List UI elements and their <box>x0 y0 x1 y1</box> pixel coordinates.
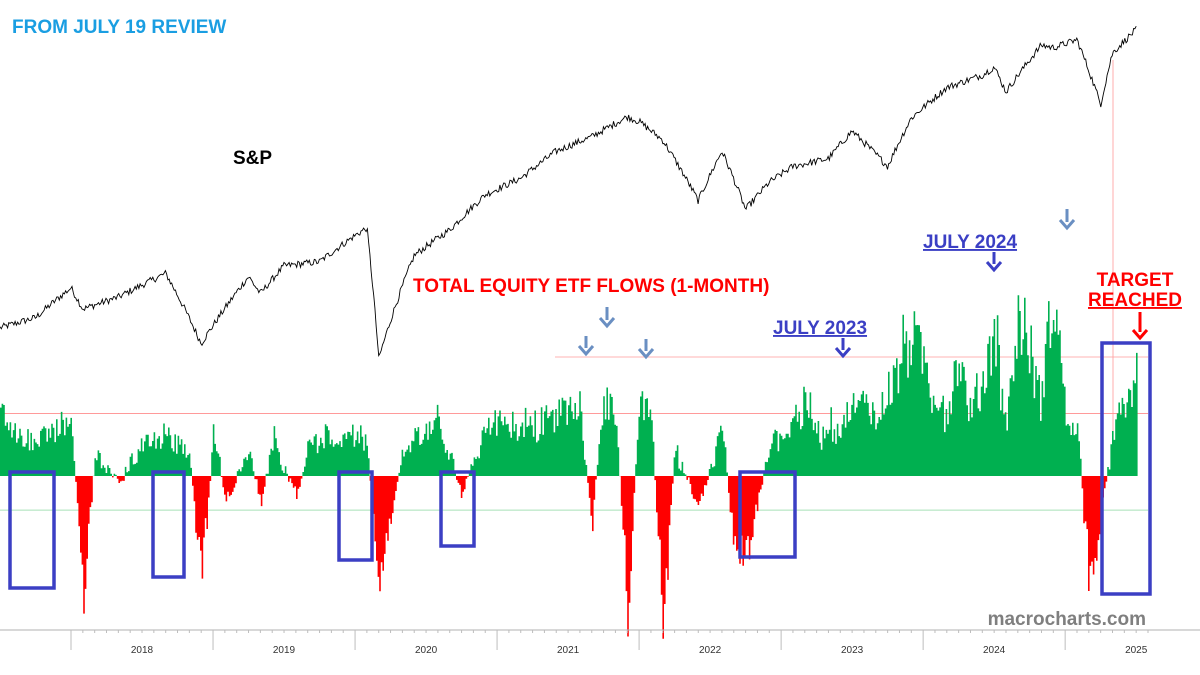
july-2024-label: JULY 2024 <box>923 232 1017 253</box>
x-axis: 2018 2019 2020 2021 2022 2023 2024 2025 <box>0 629 1200 656</box>
year-label-2020: 2020 <box>415 645 438 656</box>
highlight-box-4 <box>439 470 476 548</box>
small-arrow-3 <box>637 339 655 360</box>
year-label-2018: 2018 <box>131 645 154 656</box>
small-arrow-2-head <box>598 317 616 329</box>
highlight-box-1 <box>8 470 56 590</box>
flows-series-label: TOTAL EQUITY ETF FLOWS (1-MONTH) <box>413 276 769 297</box>
watermark: macrocharts.com <box>988 609 1146 630</box>
sp500-line <box>0 25 1137 358</box>
highlight-box-3 <box>337 470 374 562</box>
july-2023-arrow-head <box>834 347 852 359</box>
positive-flow-bars <box>0 295 1138 476</box>
year-label-2023: 2023 <box>841 645 864 656</box>
highlight-boxes <box>8 341 1152 596</box>
sp-series-label: S&P <box>233 148 272 169</box>
highlight-box-6 <box>1100 341 1152 596</box>
target-arrow-head <box>1131 329 1149 341</box>
target-label-line2: REACHED <box>1088 290 1182 311</box>
small-arrow-4-head <box>1058 219 1076 231</box>
negative-flow-bars <box>75 476 1108 639</box>
etf-flows-series <box>0 295 1138 639</box>
small-arrow-3-head <box>637 348 655 360</box>
small-arrow-1 <box>577 336 595 357</box>
year-label-2019: 2019 <box>273 645 296 656</box>
year-label-2025: 2025 <box>1125 645 1148 656</box>
highlight-box-2 <box>151 470 186 579</box>
year-label-2021: 2021 <box>557 645 580 656</box>
target-arrow <box>1131 312 1149 341</box>
july-2024-arrow <box>985 252 1003 273</box>
year-label-2024: 2024 <box>983 645 1006 656</box>
year-label-2022: 2022 <box>699 645 722 656</box>
annotation-arrows <box>577 209 1149 360</box>
highlight-box-5 <box>738 470 797 559</box>
july-2024-arrow-head <box>985 261 1003 273</box>
small-arrow-4 <box>1058 209 1076 231</box>
small-arrow-1-head <box>577 345 595 357</box>
header-text: FROM JULY 19 REVIEW <box>12 17 226 38</box>
small-arrow-2 <box>598 307 616 329</box>
july-2023-label: JULY 2023 <box>773 318 867 339</box>
sp500-series <box>0 25 1137 358</box>
july-2023-arrow <box>834 338 852 359</box>
target-label-line1: TARGET <box>1097 270 1174 291</box>
